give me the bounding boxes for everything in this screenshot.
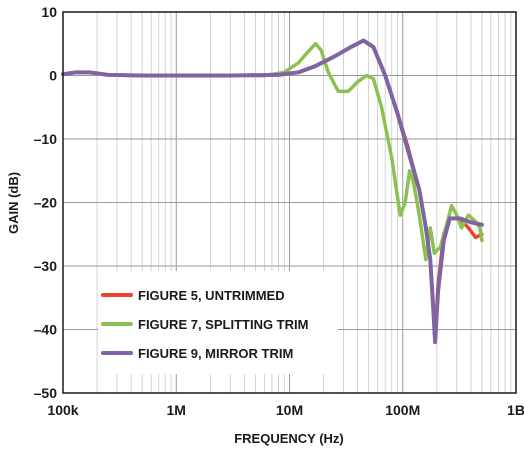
y-tick-label: 10 (41, 4, 57, 20)
y-axis-title: GAIN (dB) (6, 172, 21, 234)
y-tick-label: –10 (34, 131, 58, 147)
y-tick-label: –50 (34, 385, 58, 401)
x-tick-label: 1M (167, 402, 186, 418)
legend-label: FIGURE 5, UNTRIMMED (138, 288, 285, 303)
x-tick-label: 1B (507, 402, 524, 418)
plot-frame (62, 11, 517, 394)
x-axis-title: FREQUENCY (Hz) (234, 431, 344, 446)
x-tick-label: 10M (276, 402, 303, 418)
series-line-3 (61, 38, 484, 345)
legend: FIGURE 5, UNTRIMMED FIGURE 7, SPLITTING T… (98, 271, 338, 374)
x-tick-label: 100M (385, 402, 420, 418)
legend-label: FIGURE 9, MIRROR TRIM (138, 346, 293, 361)
x-tick-label: 100k (47, 402, 78, 418)
legend-label: FIGURE 7, SPLITTING TRIM (138, 317, 308, 332)
y-tick-label: 0 (49, 68, 57, 84)
legend-box (98, 271, 338, 374)
y-tick-labels: 10 0 –10 –20 –30 –40 –50 (34, 4, 58, 401)
y-tick-label: –20 (34, 195, 58, 211)
series-lines (61, 38, 484, 345)
x-tick-labels: 100k 1M 10M 100M 1B (47, 402, 524, 418)
y-tick-label: –30 (34, 258, 58, 274)
y-tick-label: –40 (34, 322, 58, 338)
